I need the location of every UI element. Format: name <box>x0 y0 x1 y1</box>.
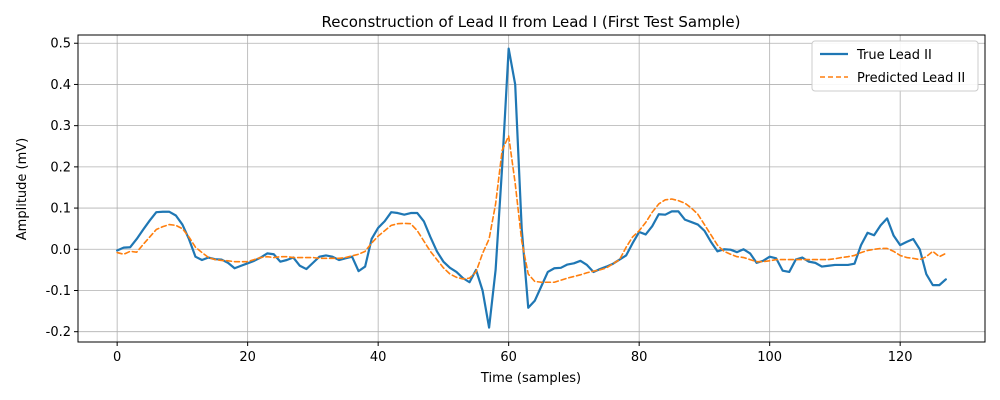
legend-label-predicted-lead-ii: Predicted Lead II <box>857 71 965 86</box>
x-tick-label: 20 <box>239 350 256 365</box>
x-tick-label: 0 <box>113 350 121 365</box>
y-tick-label: 0.5 <box>50 37 71 52</box>
series-layer <box>116 47 947 329</box>
legend-label-true-lead-ii: True Lead II <box>856 48 932 63</box>
legend: True Lead II Predicted Lead II <box>811 40 979 92</box>
x-tick-label: 60 <box>500 350 517 365</box>
y-tick-label: 0.1 <box>50 202 71 217</box>
series-line-predicted-lead-ii <box>116 135 947 284</box>
x-tick-label: 100 <box>757 350 782 365</box>
y-tick-label: -0.1 <box>46 284 71 299</box>
chart-title: Reconstruction of Lead II from Lead I (F… <box>322 13 741 31</box>
x-axis-title: Time (samples) <box>480 371 581 386</box>
y-axis-title: Amplitude (mV) <box>15 138 30 240</box>
y-tick-label: 0.0 <box>50 243 71 258</box>
y-axis-ticks: -0.2 -0.1 0.0 0.1 0.2 0.3 0.4 0.5 <box>46 37 78 340</box>
plot-area-frame <box>77 34 986 343</box>
y-tick-label: 0.2 <box>50 160 71 175</box>
x-tick-label: 40 <box>370 350 387 365</box>
y-tick-label: 0.4 <box>50 78 71 93</box>
x-tick-label: 120 <box>888 350 913 365</box>
y-tick-label: -0.2 <box>46 325 71 340</box>
x-tick-label: 80 <box>631 350 648 365</box>
x-axis-ticks: 0 20 40 60 80 100 120 <box>113 342 913 365</box>
series-line-true-lead-ii <box>116 47 947 329</box>
legend-box <box>811 40 979 92</box>
y-tick-label: 0.3 <box>50 119 71 134</box>
